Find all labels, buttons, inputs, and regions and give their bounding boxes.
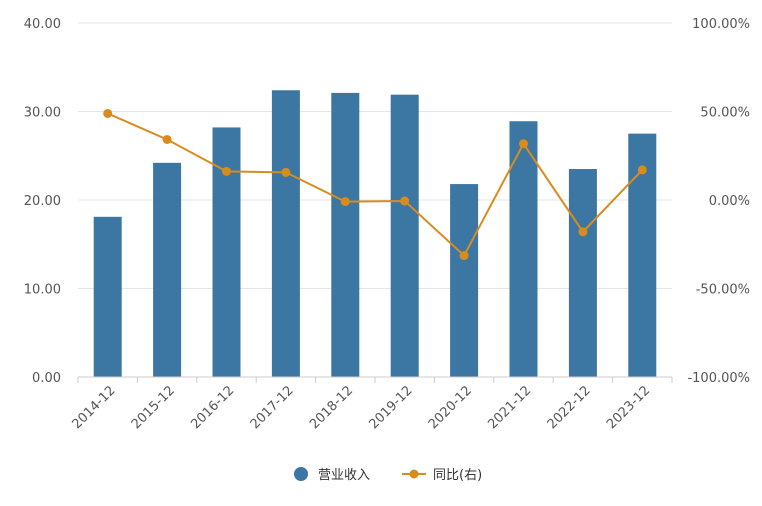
x-tick-label: 2015-12 — [129, 383, 178, 432]
bar-layer — [93, 90, 657, 378]
y-right-tick-label: 100.00% — [692, 17, 750, 32]
legend-label-revenue: 营业收入 — [318, 468, 370, 483]
line-point — [578, 227, 588, 237]
y-right-tick-label: -100.00% — [687, 371, 750, 386]
line-point — [459, 251, 469, 261]
y-right-tick-label: -50.00% — [696, 283, 750, 298]
y-left-tick-label: 40.00 — [24, 17, 61, 32]
bar — [271, 90, 300, 377]
line-point — [340, 197, 350, 207]
y-left-tick-label: 0.00 — [32, 371, 61, 386]
x-tick-label: 2022-12 — [545, 383, 594, 432]
legend: 营业收入 同比(右) — [294, 467, 482, 483]
y-left-tick-label: 30.00 — [24, 106, 61, 121]
x-tick-label: 2019-12 — [367, 383, 416, 432]
y-right-tick-label: 0.00% — [709, 194, 750, 209]
axis-layer — [77, 376, 673, 383]
bar — [390, 94, 419, 377]
x-tick-label: 2020-12 — [426, 383, 475, 432]
line-point — [222, 166, 231, 176]
bar — [450, 184, 479, 377]
x-tick-label: 2018-12 — [307, 383, 356, 432]
y-right-tick-label: 50.00% — [700, 106, 750, 121]
line-layer — [103, 108, 647, 261]
x-tick-label: 2021-12 — [485, 383, 534, 432]
bar — [212, 127, 241, 378]
line-point — [637, 165, 647, 175]
x-tick-label: 2023-12 — [604, 383, 653, 432]
bar — [153, 162, 182, 377]
y-left-tick-label: 10.00 — [24, 283, 61, 298]
x-tick-label: 2017-12 — [248, 383, 297, 432]
legend-line-dot — [409, 469, 419, 479]
line-point — [400, 196, 410, 206]
line-point — [281, 167, 291, 177]
line-point — [519, 139, 528, 149]
legend-label-yoy: 同比(右) — [433, 468, 482, 483]
bar — [509, 121, 538, 377]
x-tick-label: 2016-12 — [188, 383, 237, 432]
bar — [568, 169, 597, 377]
x-tick-label: 2014-12 — [70, 383, 119, 432]
legend-bar-marker — [294, 467, 308, 481]
series-line — [107, 112, 644, 258]
bar — [93, 216, 122, 377]
line-point — [103, 108, 113, 118]
bar — [331, 92, 360, 377]
y-left-tick-label: 20.00 — [24, 194, 61, 209]
line-point — [162, 134, 172, 144]
